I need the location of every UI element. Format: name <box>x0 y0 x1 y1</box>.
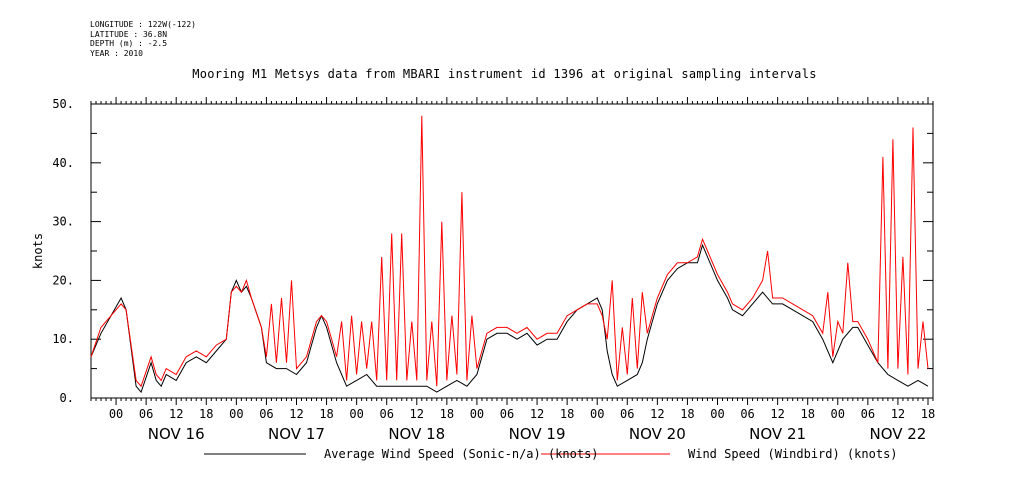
x-tick-label: 18 <box>199 407 213 421</box>
x-tick-label: 00 <box>229 407 243 421</box>
x-tick-label: 06 <box>500 407 514 421</box>
legend-series-1: Average Wind Speed (Sonic-n/a) (knots) <box>324 447 599 461</box>
legend-series-2: Wind Speed (Windbird) (knots) <box>688 447 898 461</box>
x-tick-label: 00 <box>590 407 604 421</box>
x-tick-label: 18 <box>440 407 454 421</box>
y-tick-label: 20. <box>52 273 74 287</box>
longitude-text: LONGITUDE : 122W(-122) <box>90 20 196 29</box>
x-day-label: NOV 22 <box>869 425 926 443</box>
x-tick-label: 18 <box>319 407 333 421</box>
x-tick-label: 06 <box>259 407 273 421</box>
chart-title: Mooring M1 Metsys data from MBARI instru… <box>192 67 817 81</box>
x-tick-label: 12 <box>891 407 905 421</box>
year-text: YEAR : 2010 <box>90 48 143 58</box>
y-tick-label: 30. <box>52 215 74 229</box>
x-day-label: NOV 21 <box>749 425 806 443</box>
x-day-label: NOV 18 <box>388 425 445 443</box>
y-tick-label: 10. <box>52 332 74 346</box>
x-tick-label: 00 <box>109 407 123 421</box>
x-tick-label: 00 <box>710 407 724 421</box>
x-day-label: NOV 16 <box>148 425 205 443</box>
x-tick-label: 18 <box>560 407 574 421</box>
x-day-label: NOV 20 <box>629 425 686 443</box>
x-tick-label: 06 <box>139 407 153 421</box>
x-day-label: NOV 17 <box>268 425 325 443</box>
x-tick-label: 06 <box>379 407 393 421</box>
header-info: LONGITUDE : 122W(-122) LATITUDE : 36.8N … <box>90 20 196 58</box>
y-tick-label: 50. <box>52 97 74 111</box>
x-tick-label: 00 <box>349 407 363 421</box>
series-line-1 <box>90 243 929 394</box>
x-tick-label: 12 <box>770 407 784 421</box>
x-tick-label: 06 <box>740 407 754 421</box>
y-tick-label: 40. <box>52 156 74 170</box>
x-tick-label: 00 <box>470 407 484 421</box>
x-tick-label: 06 <box>620 407 634 421</box>
x-tick-label: 12 <box>530 407 544 421</box>
x-tick-label: 12 <box>289 407 303 421</box>
latitude-text: LATITUDE : 36.8N <box>90 29 168 39</box>
x-tick-label: 06 <box>861 407 875 421</box>
x-tick-label: 18 <box>800 407 814 421</box>
x-tick-label: 12 <box>410 407 424 421</box>
x-tick-label: 12 <box>169 407 183 421</box>
x-tick-label: 00 <box>831 407 845 421</box>
x-day-label: NOV 19 <box>509 425 566 443</box>
x-tick-label: 18 <box>680 407 694 421</box>
series-line-2 <box>90 115 929 388</box>
x-tick-label: 12 <box>650 407 664 421</box>
depth-text: DEPTH (m) : -2.5 <box>90 39 168 48</box>
y-tick-label: 0. <box>60 391 74 405</box>
x-tick-label: 18 <box>921 407 935 421</box>
